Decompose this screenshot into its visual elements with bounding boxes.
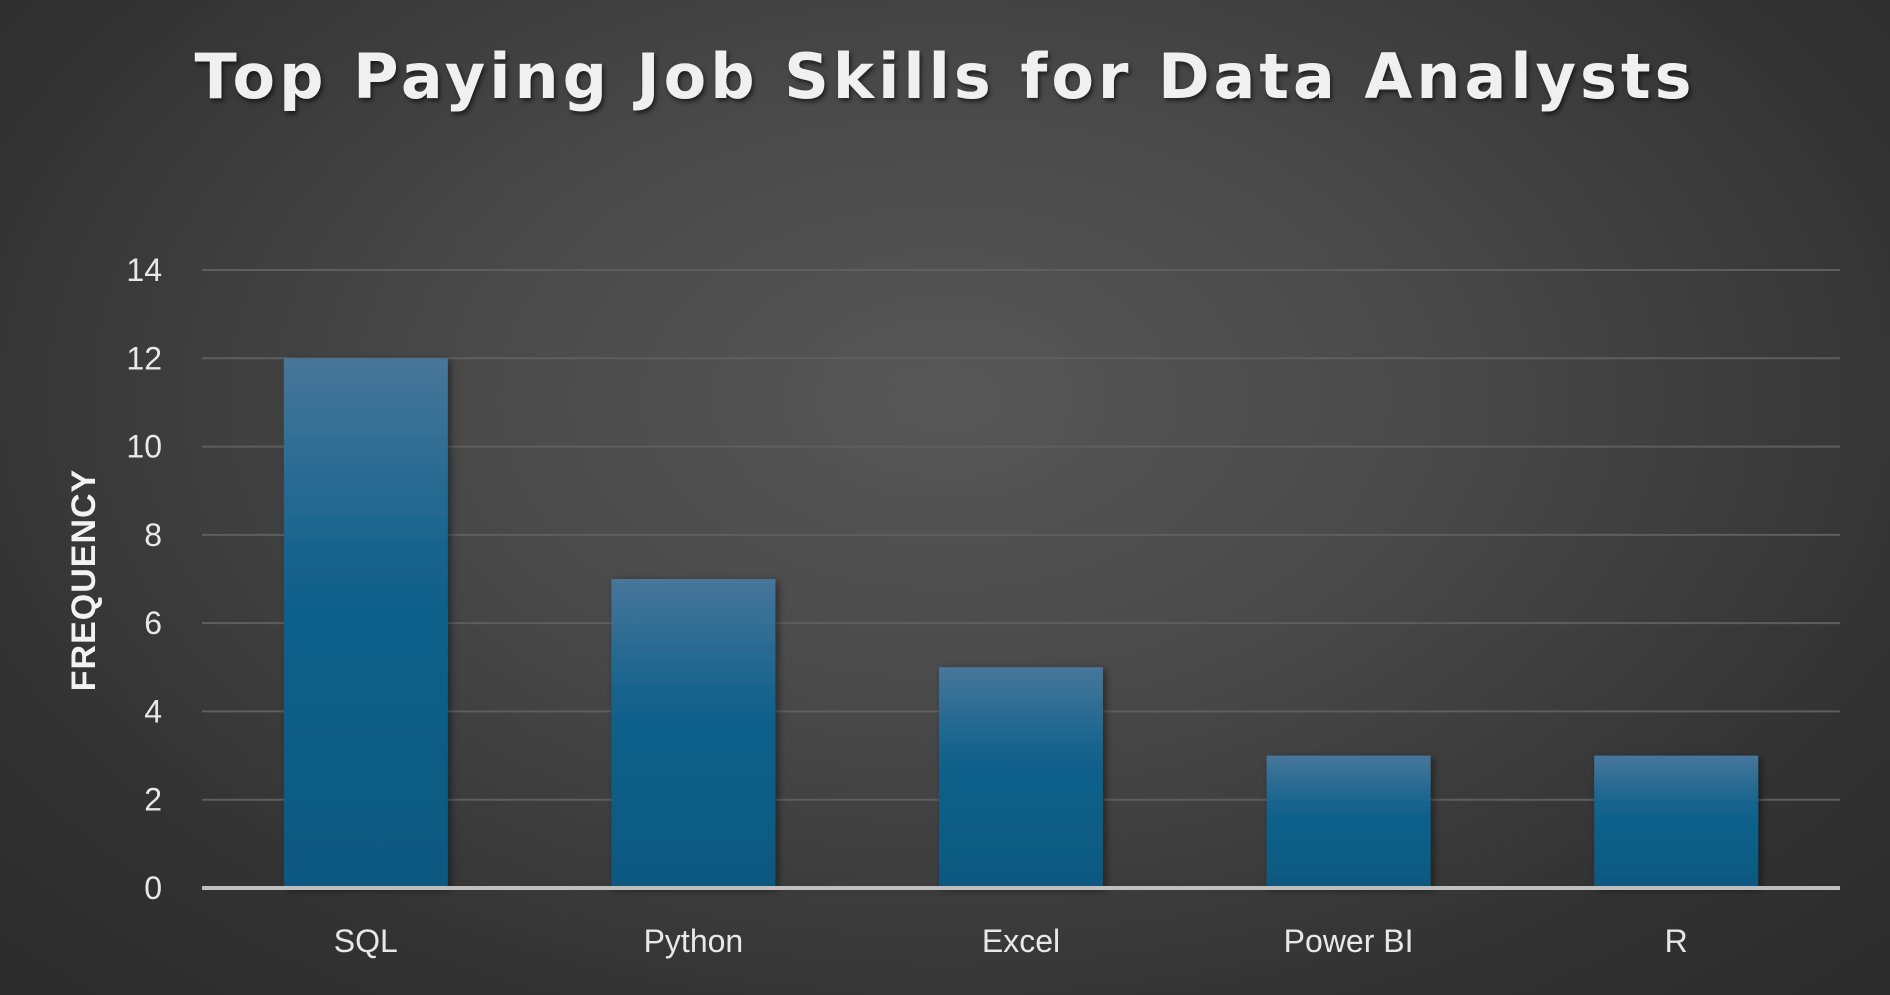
y-tick-label: 12 <box>126 340 162 376</box>
y-tick-label: 0 <box>144 870 162 906</box>
y-tick-label: 4 <box>144 693 162 729</box>
x-tick-label: Python <box>644 923 744 959</box>
y-tick-label: 8 <box>144 517 162 553</box>
y-tick-label: 6 <box>144 605 162 641</box>
x-tick-label: R <box>1665 923 1688 959</box>
x-tick-label: SQL <box>334 923 398 959</box>
bar-r <box>1594 755 1759 888</box>
y-tick-label: 10 <box>126 429 162 465</box>
chart-title: Top Paying Job Skills for Data Analysts <box>194 40 1696 113</box>
x-axis-ticks: SQL Python Excel Power BI R <box>334 923 1688 959</box>
y-axis-label: FREQUENCY <box>65 469 103 691</box>
bars <box>283 358 1759 888</box>
bar-excel <box>939 667 1103 888</box>
y-axis-ticks: 0 2 4 6 8 10 12 14 <box>126 252 162 906</box>
x-tick-label: Excel <box>982 923 1060 959</box>
bar-power-bi <box>1266 755 1431 888</box>
x-tick-label: Power BI <box>1284 923 1414 959</box>
y-tick-label: 2 <box>144 782 162 818</box>
bar-python <box>611 579 776 888</box>
y-tick-label: 14 <box>126 252 162 288</box>
bar-sql <box>283 358 448 888</box>
